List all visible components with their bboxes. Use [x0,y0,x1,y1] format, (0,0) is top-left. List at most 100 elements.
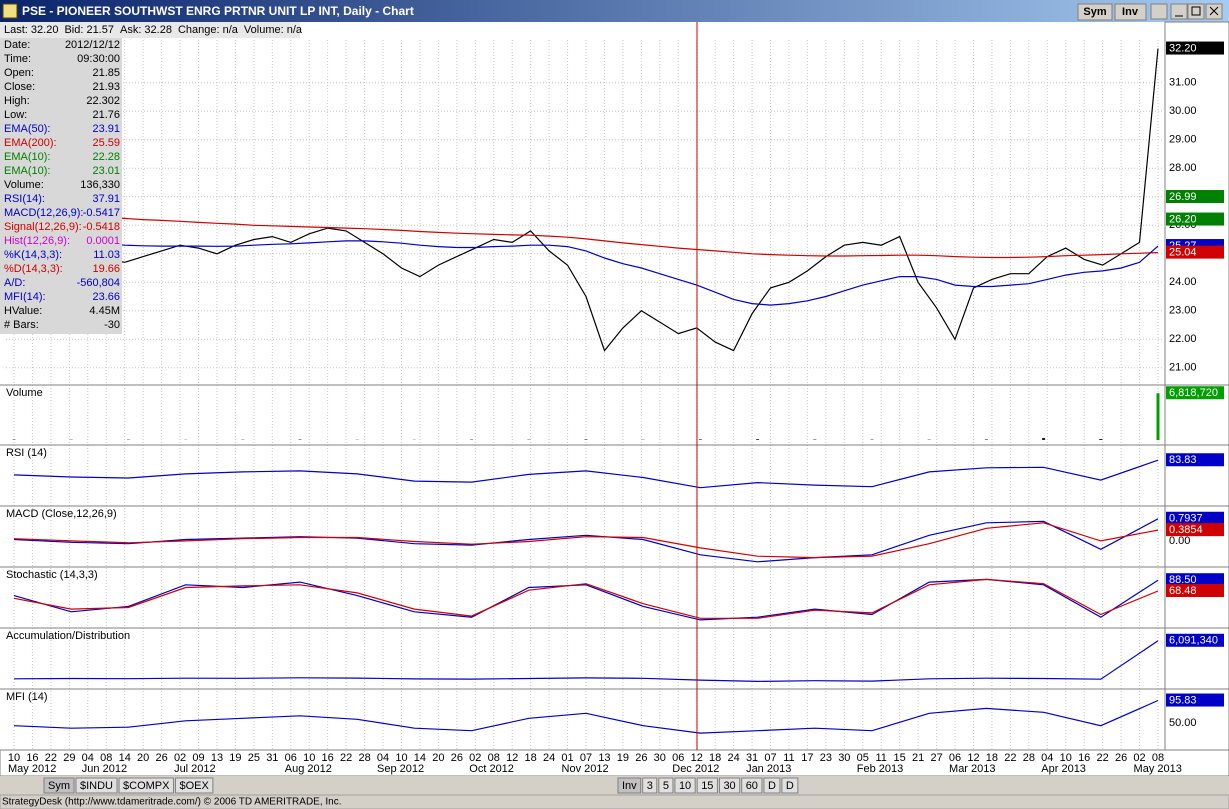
tab[interactable] [75,777,118,794]
quote-item: Bid: 21.57 [64,24,114,36]
inv-button-label[interactable]: Inv [1122,6,1139,18]
tab[interactable] [741,777,763,794]
panel-label: Accumulation/Distribution [6,630,130,642]
indicator-last-label-box [1166,584,1224,598]
tab-label[interactable]: D [768,780,776,792]
date-tick-label: 06 [285,752,297,764]
data-value: 4.45M [89,305,120,317]
tab-label[interactable]: D [786,780,794,792]
date-axis [0,749,1229,777]
date-tick-label: 30 [654,752,666,764]
tab[interactable] [718,777,741,794]
data-label: EMA(200): [4,137,57,149]
date-tick-label: 16 [26,752,38,764]
tab[interactable] [118,777,174,794]
tab[interactable] [174,777,214,794]
volume-bar [984,439,988,440]
month-label: Jan 2013 [746,763,791,775]
tab-label[interactable]: 3 [647,780,653,792]
indicator-line [13,459,1159,489]
date-tick-label: 12 [691,752,703,764]
price-last-label-box [1166,41,1224,55]
date-tick-label: 16 [1078,752,1090,764]
tab-label[interactable]: $OEX [179,780,209,792]
indicator-last-label: 95.83 [1169,694,1197,706]
inv-button[interactable] [1114,3,1147,21]
date-tick-label: 18 [709,752,721,764]
tab-label[interactable]: 5 [663,780,669,792]
date-tick-label: 13 [211,752,223,764]
y-tick-label: 31.00 [1169,77,1197,89]
title-bar [0,0,1229,22]
tab-label[interactable]: $COMPX [123,780,170,792]
price-last-label: 25.04 [1169,247,1197,259]
y-tick-label: 30.00 [1169,105,1197,117]
tab[interactable] [642,777,658,794]
date-tick-label: 22 [340,752,352,764]
tab-label[interactable]: 30 [723,780,735,792]
quote-bar [0,22,300,38]
tab-label[interactable]: 60 [746,780,758,792]
quote-item: Volume: n/a [244,24,303,36]
indicator-last-label-box [1166,693,1224,707]
date-tick-label: 19 [229,752,241,764]
tab[interactable] [658,777,674,794]
date-tick-label: 14 [119,752,131,764]
date-tick-label: 24 [543,752,555,764]
indicator-last-label: 0.3854 [1169,524,1203,536]
tab-label[interactable]: 15 [701,780,713,792]
tab[interactable] [43,777,75,794]
tab[interactable] [617,777,642,794]
y-tick-label: 23.00 [1169,305,1197,317]
date-tick-label: 07 [580,752,592,764]
indicator-last-label-box [1166,523,1224,537]
tab-label[interactable]: 10 [679,780,691,792]
date-tick-label: 26 [635,752,647,764]
indicator-last-label: 50.00 [1169,717,1197,729]
sym-button-label[interactable]: Sym [1083,6,1106,18]
tab-label[interactable]: Inv [622,780,637,792]
tab[interactable] [674,777,696,794]
status-text: StrategyDesk (http://www.tdameritrade.co… [2,797,342,808]
indicator-last-label-box [1166,386,1224,400]
date-tick-label: 28 [1023,752,1035,764]
data-label: EMA(50): [4,123,50,135]
month-label: Dec 2012 [672,763,719,775]
price-last-label: 26.20 [1169,213,1197,225]
quote-item: Last: 32.20 [4,24,58,36]
sym-button[interactable] [1077,3,1113,21]
date-tick-label: 31 [746,752,758,764]
date-tick-label: 02 [1133,752,1145,764]
tab-label[interactable]: $INDU [80,780,113,792]
detach-button[interactable] [1150,3,1168,20]
maximize-button[interactable] [1187,3,1205,20]
date-tick-label: 10 [1060,752,1072,764]
y-tick-label: 24.00 [1169,276,1197,288]
data-value: -30 [104,319,120,331]
tab[interactable] [696,777,718,794]
date-tick-label: 27 [930,752,942,764]
minimize-button[interactable] [1170,3,1188,20]
tab[interactable] [763,777,781,794]
price-line [13,48,1159,352]
data-label: Time: [4,53,31,65]
date-tick-label: 26 [451,752,463,764]
date-tick-label: 18 [525,752,537,764]
indicator-last-label: 6,091,340 [1169,635,1218,647]
date-tick-label: 08 [488,752,500,764]
value-axis [1164,21,1229,751]
data-label: Close: [4,81,35,93]
date-tick-label: 19 [617,752,629,764]
date-tick-label: 16 [322,752,334,764]
month-label: Jul 2012 [174,763,216,775]
data-label: High: [4,95,30,107]
date-tick-label: 22 [1004,752,1016,764]
data-value: 21.85 [92,67,120,79]
price-last-label: 32.20 [1169,42,1197,54]
month-label: May 2012 [8,763,56,775]
tab[interactable] [781,777,799,794]
y-tick-label: 21.00 [1169,362,1197,374]
tab-label[interactable]: Sym [48,780,70,792]
date-tick-label: 12 [506,752,518,764]
indicator-last-label: 68.48 [1169,585,1197,597]
